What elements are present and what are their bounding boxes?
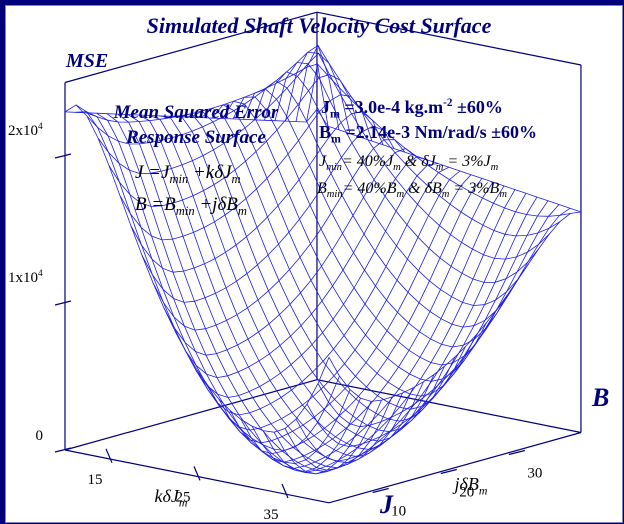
surface-line-constant-j [229,178,483,455]
surface-line-constant-j [207,170,461,431]
annotation-title-line-1: Mean Squared Error [113,102,279,123]
surface-line-constant-j [108,74,362,207]
parameter-bmin: Bmin= 40%Bm & δBm = 3%Bm [317,180,507,200]
x-tick-label: 15 [88,472,103,488]
x-tick-label: 25 [176,489,191,505]
surface-line-constant-j [64,109,318,123]
z-axis-label: MSE [65,50,108,72]
surface-line-constant-j [75,63,329,127]
y-axis-tick [508,449,526,456]
y-axis-tick [440,468,457,475]
equation-j: J =Jmin +kδJm [135,162,241,186]
surface-line-constant-j [306,204,560,448]
surface-line-constant-j [119,94,373,241]
equation-b: B =Bmin +jδBm [135,194,247,218]
surface-line-constant-j [328,211,582,402]
surface-line-constant-j [163,148,417,356]
y-axis-tick [372,487,389,494]
parameter-jm: Jm =3.0e-4 kg.m-2 ±60% [321,97,503,121]
surface-line-constant-j [317,207,571,428]
surface-line-constant-j [262,189,516,473]
left-wall-top-edge [64,11,318,84]
x-axis-tick [193,466,201,481]
x-axis-label: kδJm [155,486,188,510]
chart-title: Simulated Shaft Velocity Cost Surface [147,13,492,38]
z-axis-tick [54,447,72,453]
surface-line-constant-j [141,125,395,303]
surface-line-constant-j [130,111,384,273]
z-tick-label: 1x104 [8,269,43,286]
surface-wireframe [64,44,582,475]
surface-line-constant-j [251,185,505,469]
y-axis-letter: B [591,383,609,412]
surface-line-constant-b [274,62,540,283]
y-axis-label: jδBm [453,474,488,498]
z-axis-tick [54,153,72,159]
y-axis-line [64,379,318,451]
surface-line-constant-j [152,139,406,331]
surface-chart: 15 25 35 10 20 30 0 1x104 2x104 Simulated Shaft V… [8,11,609,523]
parameter-jmin: Jmin= 40%Jm & δJm = 3%Jm [319,153,499,173]
surface-line-constant-j [185,163,439,398]
x-tick-label: 35 [264,507,279,523]
x-axis-line [64,449,330,504]
surface-line-constant-j [240,181,494,463]
y-tick-label: 20 [459,485,474,501]
surface-line-constant-j [86,44,340,145]
back-wall-top-edge [316,11,582,66]
z-tick-label: 2x104 [8,122,43,139]
surface-line-constant-j [295,200,549,462]
surface-line-constant-b [253,80,519,328]
x-axis-tick [105,448,113,464]
annotation-title-line-2: Response Surface [125,127,266,148]
surface-line-constant-j [196,166,450,416]
chart-panel: 15 25 35 10 20 30 0 1x104 2x104 Simulated Shaft V… [5,5,623,523]
surface-line-constant-j [273,193,527,475]
y-tick-label: 10 [391,504,406,520]
right-floor-edge [328,431,582,504]
surface-line-constant-j [97,52,351,175]
x-axis-letter: J [379,490,394,519]
surface-line-constant-j [284,196,538,471]
z-tick-label: 0 [36,428,44,444]
back-wall-floor-edge [316,379,582,434]
surface-line-constant-j [218,174,472,444]
surface-line-constant-j [174,156,428,379]
parameter-bm: Bm =2.14e-3 Nm/rad/s ±60% [319,122,537,146]
x-axis-tick [281,483,289,499]
y-tick-label: 30 [527,466,542,482]
z-axis-tick [54,300,72,306]
